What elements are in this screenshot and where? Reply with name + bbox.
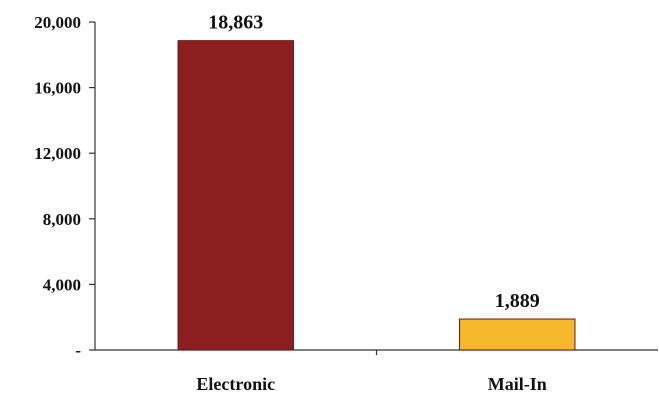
bar-mail-in <box>459 318 576 351</box>
y-tick-label: 8,000 <box>43 210 81 229</box>
data-labels: 18,863 1,889 <box>208 12 540 312</box>
x-category-label: Electronic <box>196 374 275 394</box>
y-tick-label: 12,000 <box>34 144 81 163</box>
category-labels: Electronic Mail-In <box>196 374 546 394</box>
bar-electronic <box>177 40 294 351</box>
x-axis <box>95 349 658 355</box>
y-tick-label: 4,000 <box>43 275 81 294</box>
data-label: 18,863 <box>208 12 263 34</box>
y-axis: - 4,000 8,000 12,000 16,000 20,000 <box>34 13 96 360</box>
bars <box>177 40 576 351</box>
x-category-label: Mail-In <box>488 374 547 394</box>
y-tick-label: 20,000 <box>34 13 81 32</box>
data-label: 1,889 <box>495 290 540 312</box>
y-tick-label: 16,000 <box>34 79 81 98</box>
y-tick-label: - <box>75 341 81 360</box>
